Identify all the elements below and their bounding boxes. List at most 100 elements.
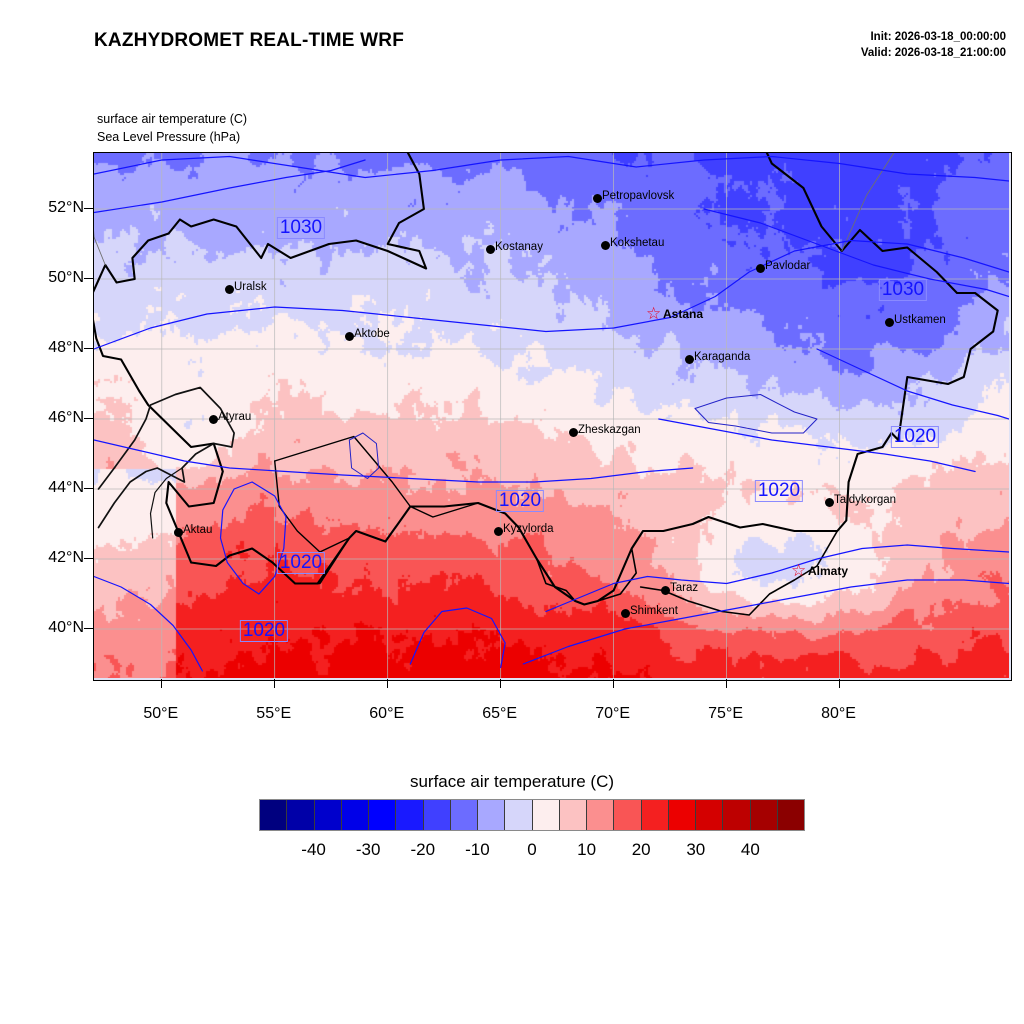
- lat-tick-label: 50°N: [48, 269, 84, 286]
- colorbar-swatch: [423, 800, 451, 830]
- isobar-label: 1020: [239, 620, 289, 642]
- field-caption: surface air temperature (C) Sea Level Pr…: [97, 110, 247, 146]
- colorbar-swatch: [314, 800, 342, 830]
- city-dot-icon: [592, 193, 602, 203]
- lon-tick-label: 65°E: [482, 705, 518, 722]
- colorbar-tick-label: -30: [355, 840, 381, 859]
- city-label: Taraz: [670, 582, 699, 594]
- colorbar-swatch: [341, 800, 369, 830]
- init-time-label: Init: 2026-03-18_00:00:00: [870, 31, 1006, 43]
- lat-tick-mark: [84, 628, 93, 629]
- city-label: Pavlodar: [765, 260, 811, 272]
- city-dot-icon: [824, 497, 834, 507]
- lon-tick-label: 60°E: [369, 705, 405, 722]
- city-label: Kostanay: [495, 241, 543, 253]
- isobar-label: 1030: [878, 279, 928, 301]
- city-label: Kokshetau: [610, 237, 665, 249]
- lon-tick-mark: [612, 679, 614, 688]
- colorbar-tick-label: 20: [631, 840, 651, 859]
- colorbar-swatch: [587, 800, 615, 830]
- lat-tick-mark: [84, 488, 93, 489]
- lat-tick-label: 52°N: [48, 199, 84, 216]
- colorbar-swatch: [723, 800, 751, 830]
- city-label: Atyrau: [218, 411, 252, 423]
- colorbar-swatch: [478, 800, 506, 830]
- colorbar-swatch: [668, 800, 696, 830]
- colorbar-swatch: [532, 800, 560, 830]
- colorbar-swatch: [450, 800, 478, 830]
- city-dot-icon: [173, 527, 183, 537]
- colorbar-tick-label: 30: [686, 840, 706, 859]
- lon-tick-label: 80°E: [821, 705, 856, 722]
- city-label: Almaty: [808, 564, 849, 578]
- lon-tick-mark: [838, 679, 840, 688]
- field-caption-temperature: surface air temperature (C): [97, 112, 248, 126]
- city-label: Uralsk: [234, 281, 267, 293]
- lat-tick-label: 44°N: [48, 479, 84, 496]
- isobar-label: 1030: [276, 217, 326, 239]
- isobar-label: 1020: [890, 426, 940, 448]
- city-dot-icon: [684, 354, 694, 364]
- capital-star-icon: ☆: [791, 561, 807, 580]
- city-dot-icon: [344, 331, 354, 341]
- colorbar-swatch: [696, 800, 724, 830]
- colorbar-tick-label: -20: [410, 840, 436, 859]
- colorbar-swatch: [559, 800, 587, 830]
- colorbar-swatch: [777, 800, 804, 830]
- city-dot-icon: [660, 585, 670, 595]
- city-label: Aktau: [183, 524, 213, 536]
- lon-tick-label: 50°E: [143, 705, 179, 722]
- city-label: Taldykorgan: [834, 494, 897, 506]
- lon-tick-mark: [499, 679, 501, 688]
- city-label: Astana: [663, 307, 704, 321]
- lon-tick-mark: [273, 679, 275, 688]
- field-caption-pressure: Sea Level Pressure (hPa): [97, 130, 241, 145]
- isobar-label: 1020: [754, 480, 804, 502]
- colorbar-title: surface air temperature (C): [409, 772, 615, 791]
- colorbar-swatch: [260, 800, 288, 830]
- colorbar-tick-label: 10: [577, 840, 597, 859]
- city-dot-icon: [485, 244, 495, 254]
- colorbar-swatch: [614, 800, 642, 830]
- colorbar-swatch: [369, 800, 397, 830]
- city-dot-icon: [568, 427, 578, 437]
- lon-tick-mark: [386, 679, 388, 688]
- colorbar-swatch: [641, 800, 669, 830]
- page-title: KAZHYDROMET REAL-TIME WRF: [94, 30, 405, 51]
- city-label: Zheskazgan: [578, 424, 641, 436]
- lat-tick-mark: [84, 208, 93, 209]
- colorbar-tick-label: -10: [465, 840, 490, 859]
- capital-star-icon: ☆: [646, 304, 662, 323]
- lon-tick-mark: [160, 679, 162, 688]
- colorbar-tick-labels: -40 -30 -20 -10 0 10 20 30 40: [259, 840, 805, 866]
- lon-tick-label: 55°E: [256, 705, 292, 722]
- colorbar-tick-label: 0: [527, 840, 537, 859]
- model-run-info: Init: 2026-03-18_00:00:00 Valid: 2026-03…: [861, 30, 1006, 61]
- lon-tick-label: 70°E: [595, 705, 631, 722]
- city-dot-icon: [620, 608, 630, 618]
- weather-map[interactable]: Petropavlovsk Kostanay Kokshetau Pavlodar Ur…: [93, 152, 1012, 681]
- city-label: Shimkent: [630, 605, 678, 617]
- city-dot-icon: [208, 414, 218, 424]
- colorbar-tick-label: -40: [301, 840, 326, 859]
- city-dot-icon: [600, 240, 610, 250]
- map-vector-overlay: [94, 153, 1009, 678]
- city-label: Ustkamen: [894, 314, 946, 326]
- valid-time-label: Valid: 2026-03-18_21:00:00: [860, 46, 1006, 59]
- isobar-label: 1020: [276, 552, 326, 574]
- colorbar-swatch: [750, 800, 778, 830]
- colorbar[interactable]: [259, 799, 805, 831]
- lon-tick-mark: [725, 679, 727, 688]
- city-label: Karaganda: [694, 351, 751, 363]
- lat-tick-label: 46°N: [48, 409, 84, 426]
- colorbar-swatch: [505, 800, 533, 830]
- lat-tick-label: 42°N: [48, 549, 84, 566]
- isobar-label: 1020: [495, 490, 545, 512]
- lat-tick-label: 48°N: [48, 339, 84, 356]
- lon-tick-label: 75°E: [708, 705, 744, 722]
- city-label: Petropavlovsk: [602, 190, 675, 202]
- colorbar-swatch: [396, 800, 424, 830]
- lat-tick-mark: [84, 418, 93, 419]
- city-dot-icon: [884, 317, 894, 327]
- lat-tick-mark: [84, 558, 93, 559]
